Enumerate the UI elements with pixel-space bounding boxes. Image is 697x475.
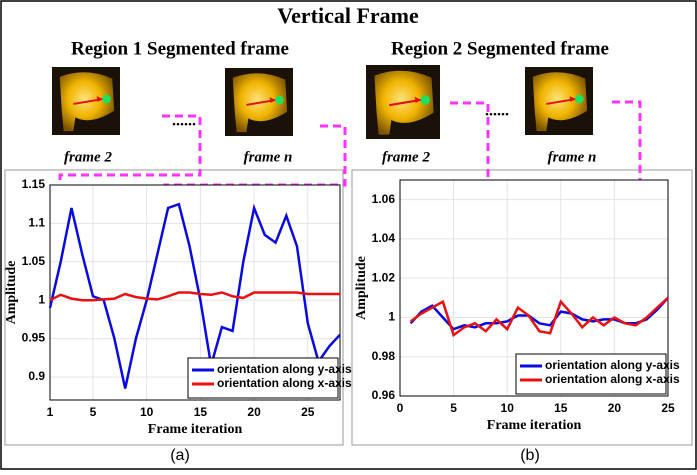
x-tick-label: 0 [397, 401, 404, 415]
y-tick-label: 0.98 [372, 349, 396, 363]
y-tick-label: 0.96 [372, 388, 396, 402]
frame-image [366, 63, 440, 141]
region-title: Region 1 Segmented frame [71, 38, 289, 59]
x-tick-label: 10 [140, 405, 154, 419]
legend-box [515, 353, 667, 395]
x-tick-label: 1 [47, 405, 54, 419]
frame-label: frame 2 [64, 149, 112, 165]
x-tick-label: 5 [450, 401, 457, 415]
x-tick-label: 25 [661, 401, 675, 415]
panel-caption: (a) [170, 447, 190, 464]
x-tick-label: 20 [247, 405, 261, 419]
figure-title: Vertical Frame [277, 3, 419, 28]
series-line [48, 202, 341, 389]
legend-box [187, 357, 339, 399]
x-axis-label: Frame iteration [148, 422, 243, 437]
frame-image [525, 65, 593, 137]
panel-border [4, 169, 344, 446]
x-tick-label: 10 [501, 401, 515, 415]
y-axis-label: Amplitude [354, 256, 369, 320]
x-tick-label: 15 [554, 401, 568, 415]
y-tick-label: 1 [388, 310, 395, 324]
x-tick-label: 20 [608, 401, 622, 415]
series-line [49, 291, 340, 302]
y-tick-label: 0.95 [22, 331, 46, 345]
frame-image [225, 66, 293, 138]
frame-label: frame n [244, 149, 293, 165]
y-tick-label: 1.04 [372, 231, 396, 245]
ellipsis: ...... [485, 103, 509, 120]
y-tick-label: 0.9 [28, 369, 45, 383]
x-tick-label: 25 [301, 405, 315, 419]
y-tick-label: 1.1 [28, 216, 45, 230]
legend-label: orientation along y-axis [545, 358, 680, 372]
series-line [409, 296, 669, 338]
legend-label: orientation along x-axis [545, 372, 680, 386]
y-tick-label: 1.05 [22, 254, 46, 268]
y-tick-label: 1.15 [22, 177, 46, 191]
legend-label: orientation along y-axis [217, 362, 352, 376]
y-tick-label: 1.02 [372, 270, 396, 284]
legend-label: orientation along x-axis [217, 376, 352, 390]
region-title: Region 2 Segmented frame [391, 38, 609, 59]
y-tick-label: 1.06 [372, 192, 396, 206]
panel-caption: (b) [520, 447, 540, 464]
frame-label: frame 2 [382, 149, 430, 165]
axes-frame [49, 184, 341, 401]
frame-label: frame n [548, 149, 597, 165]
y-tick-label: 1 [38, 292, 45, 306]
panel-border [351, 169, 693, 446]
x-tick-label: 15 [194, 405, 208, 419]
y-axis-label: Amplitude [4, 261, 19, 325]
x-axis-label: Frame iteration [487, 418, 582, 433]
x-tick-label: 5 [90, 405, 97, 419]
axes-frame [399, 179, 669, 397]
frame-image [52, 66, 120, 136]
